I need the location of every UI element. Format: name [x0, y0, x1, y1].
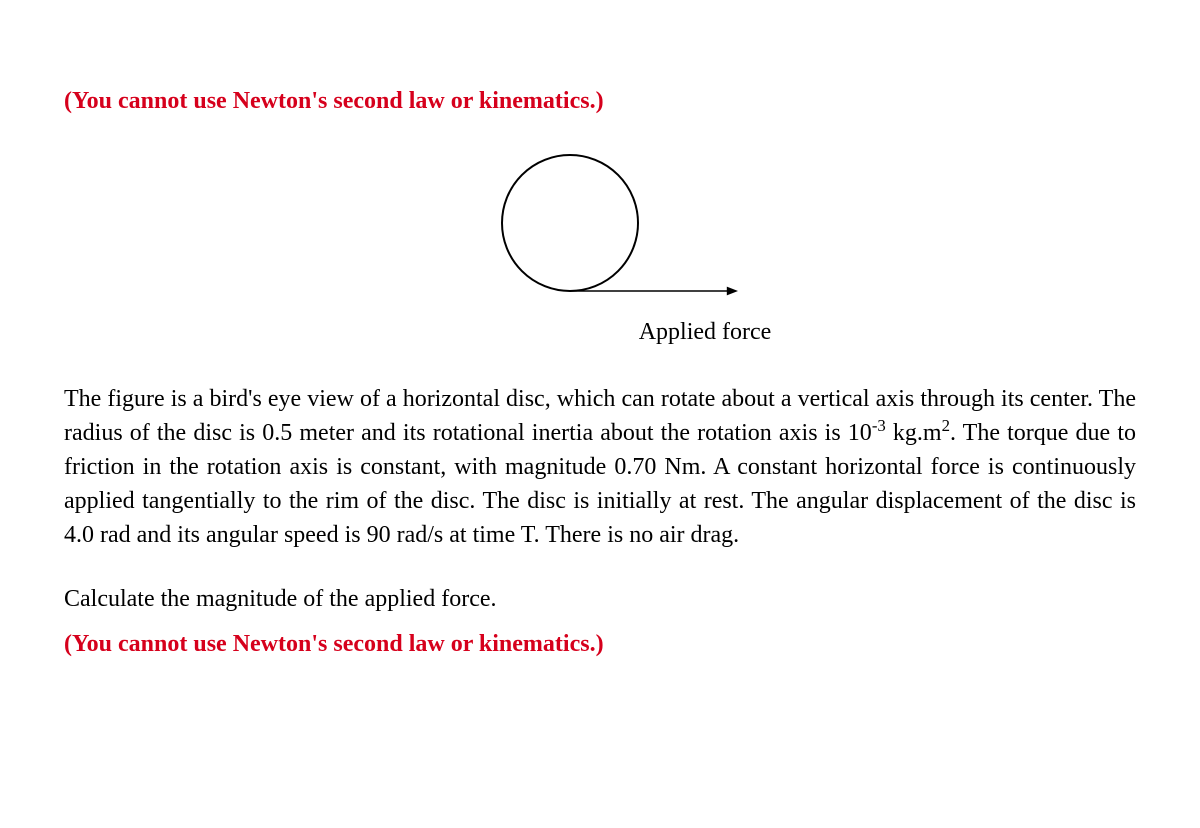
- applied-force-label: Applied force: [639, 319, 772, 346]
- force-arrow-head: [727, 287, 738, 296]
- warning-text-bottom: (You cannot use Newton's second law or k…: [64, 631, 1136, 658]
- disc-diagram: [470, 143, 770, 313]
- page: (You cannot use Newton's second law or k…: [0, 0, 1200, 726]
- problem-paragraph: The figure is a bird's eye view of a hor…: [64, 382, 1136, 552]
- warning-text-top: (You cannot use Newton's second law or k…: [64, 88, 1136, 115]
- question-text: Calculate the magnitude of the applied f…: [64, 586, 1136, 613]
- figure: Applied force: [64, 143, 1136, 346]
- disc-circle: [502, 155, 638, 291]
